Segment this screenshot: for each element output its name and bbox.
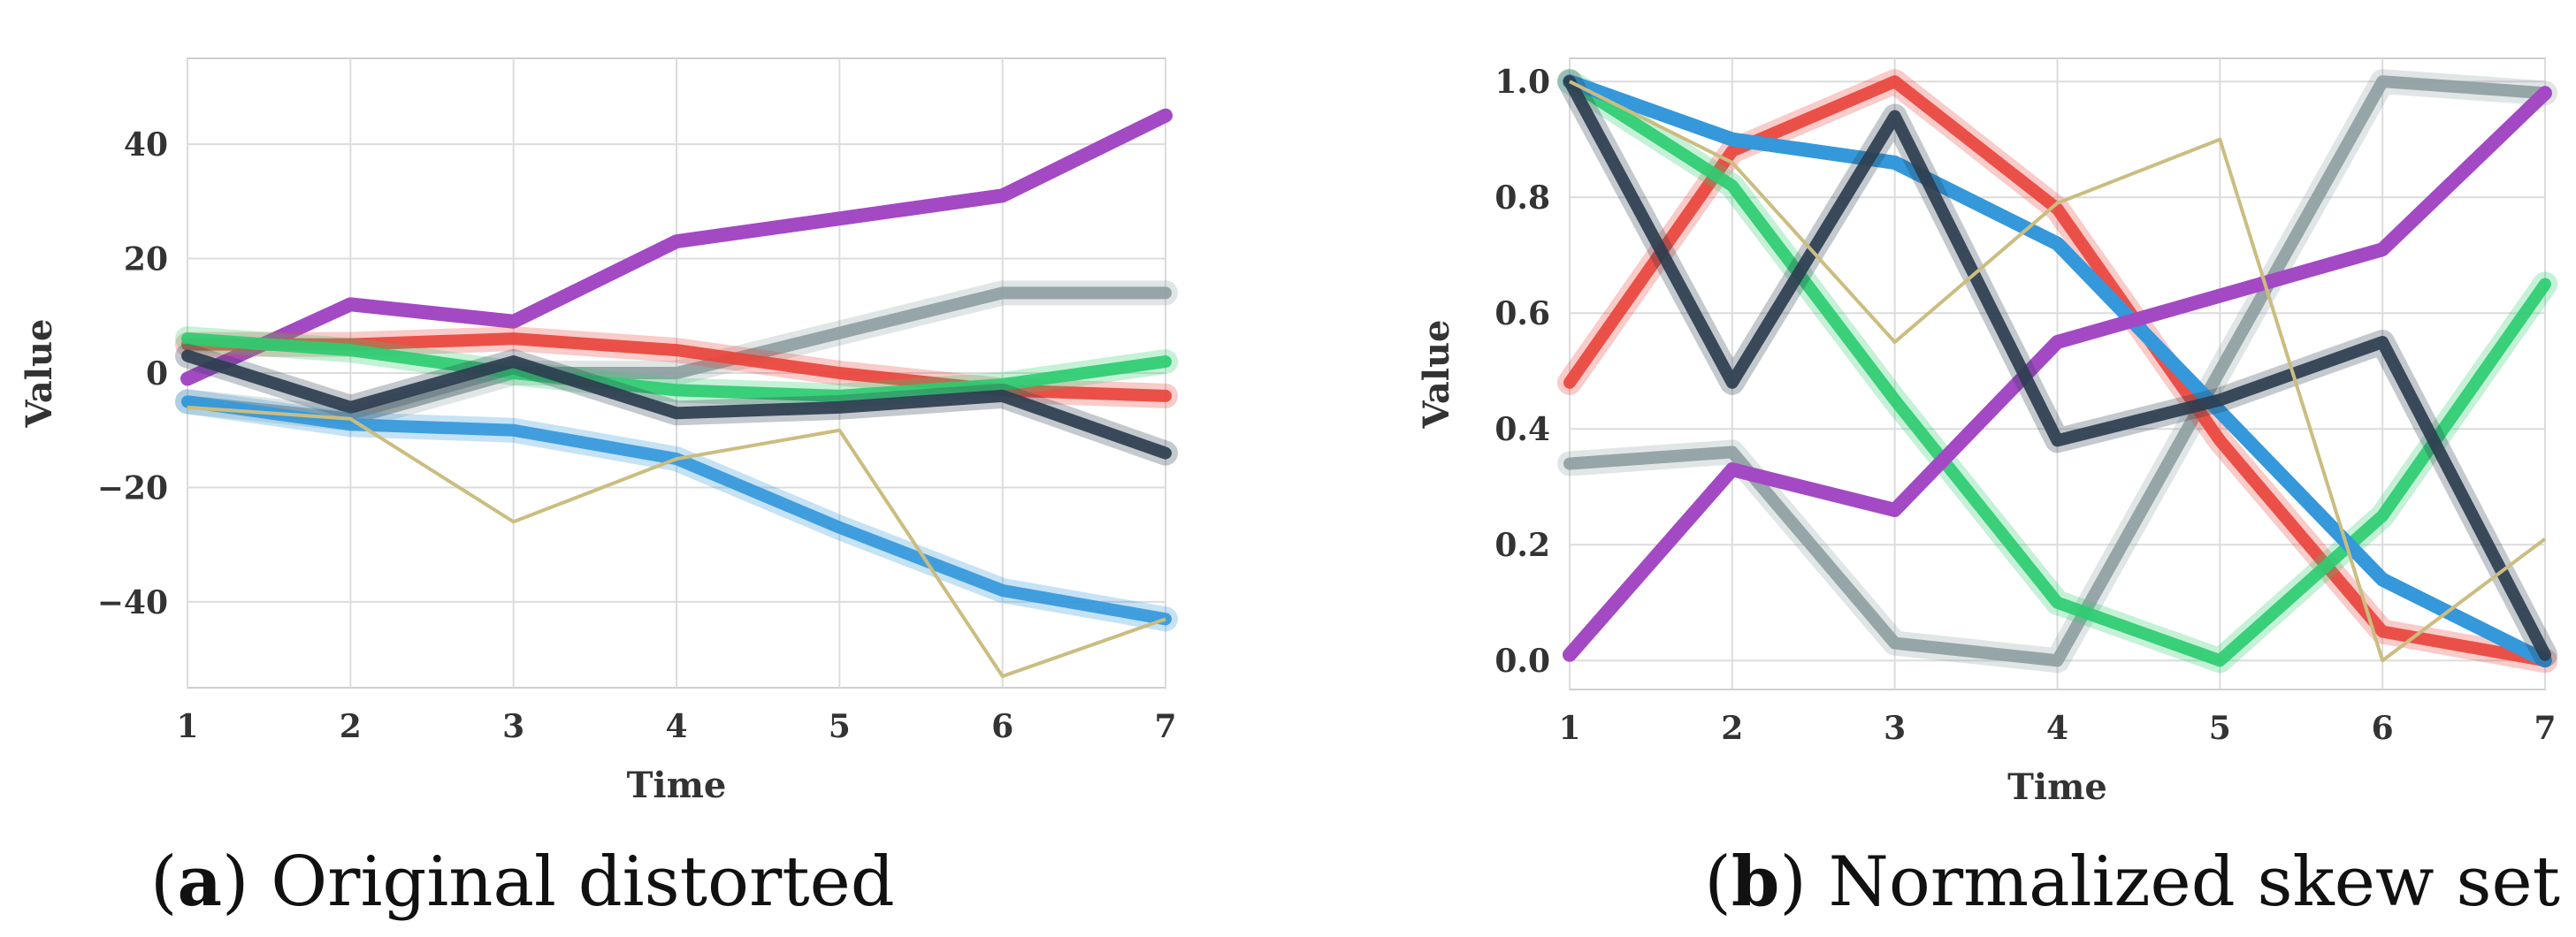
x-tick-label: 5: [829, 708, 851, 745]
x-tick-label: 1: [1558, 710, 1580, 747]
x-tick-label: 2: [1721, 710, 1743, 747]
caption-a: (a) Original distorted: [150, 842, 895, 922]
y-tick-label: 20: [124, 241, 168, 278]
series-line: [1563, 75, 2551, 667]
series-line: [181, 349, 1172, 460]
series-line: [1563, 75, 2551, 667]
series-line: [1563, 74, 2552, 668]
chart-b: 1 2 3 4 5 6 7 0.0 0.2 0.4 0.6 0.8 1.0 Time Value: [1416, 57, 2557, 808]
chart-a: 1 2 3 4 5 6 7 −40 −20 0 20 40 Time Value: [19, 57, 1178, 806]
series-line: [1563, 86, 2552, 662]
x-tick-label: 3: [502, 708, 524, 745]
x-tick-label: 6: [2372, 710, 2394, 747]
panel-a: 1 2 3 4 5 6 7 −40 −20 0 20 40 Time Value (a) Original…: [0, 0, 1203, 937]
y-tick-label: 40: [124, 126, 168, 164]
y-tick-label: 0.2: [1494, 527, 1550, 564]
y-tick-label: −40: [97, 584, 168, 621]
y-tick-label: 0: [146, 355, 168, 392]
y-axis-label: Value: [19, 318, 60, 428]
series-line: [1563, 75, 2551, 661]
series-line: [1569, 80, 2547, 663]
y-tick-label: 0.4: [1494, 411, 1550, 448]
x-tick-label: 7: [1154, 708, 1176, 745]
y-tick-label: −20: [97, 469, 168, 507]
panel-b: 1 2 3 4 5 6 7 0.0 0.2 0.4 0.6 0.8 1.0 Time Value (b) N…: [1397, 0, 2576, 937]
x-tick-label: 2: [340, 708, 362, 745]
x-axis-label: Time: [627, 765, 727, 806]
series-line: [181, 332, 1172, 402]
x-tick-label: 7: [2534, 710, 2556, 747]
y-tick-label: 1.0: [1494, 64, 1550, 101]
y-axis-label: Value: [1416, 319, 1457, 429]
x-tick-label: 3: [1884, 710, 1906, 747]
x-axis-label: Time: [2007, 766, 2107, 808]
x-tick-label: 1: [176, 708, 198, 745]
x-tick-label: 6: [991, 708, 1013, 745]
y-tick-label: 0.6: [1494, 295, 1550, 332]
series-line: [180, 108, 1173, 386]
y-tick-label: 0.0: [1494, 643, 1550, 680]
x-tick-label: 4: [2046, 710, 2068, 747]
y-tick-label: 0.8: [1494, 179, 1550, 217]
caption-b: (b) Normalized skew set: [1704, 842, 2560, 922]
series-line: [187, 405, 1166, 679]
x-tick-label: 5: [2209, 710, 2231, 747]
x-tick-label: 4: [665, 708, 687, 745]
series-line: [1563, 75, 2551, 667]
